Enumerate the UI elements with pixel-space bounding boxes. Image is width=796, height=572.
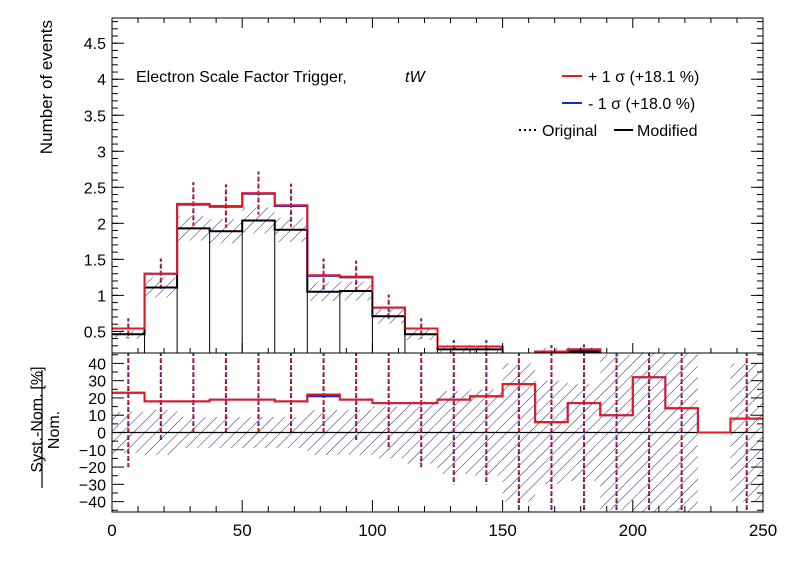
ratio-ytick-label: 40 <box>88 356 106 373</box>
main-ytick-label: 3.5 <box>84 108 106 125</box>
legend-modified-label: Modified <box>637 123 697 140</box>
main-ytick-label: 1.5 <box>84 252 106 269</box>
ratio-ytick-label: −20 <box>79 460 106 477</box>
ratio-ylabel-denominator: Nom. <box>46 411 63 449</box>
ratio-ytick-label: −10 <box>79 443 106 460</box>
main-axes: 0.5 1 1.5 2 2.5 3 3.5 4 4.5 <box>84 18 764 353</box>
ratio-ytick-label: 30 <box>88 374 106 391</box>
ratio-xtick-label: 50 <box>233 521 252 540</box>
legend: + 1 σ (+18.1 %) - 1 σ (+18.0 %) Original… <box>519 69 699 140</box>
main-ytick-label: 2 <box>97 216 106 233</box>
main-ytick-label: 1 <box>97 288 106 305</box>
ratio-xtick-label: 100 <box>358 521 386 540</box>
ratio-series-up <box>112 376 763 434</box>
main-ytick-label: 4.5 <box>84 36 106 53</box>
ratio-histograms <box>112 376 763 434</box>
annotation-sample: tW <box>405 69 426 86</box>
ratio-xtick-label: 200 <box>619 521 647 540</box>
ratio-xtick-label: 250 <box>749 521 777 540</box>
ratio-ylabel-numerator: Syst.-Nom. <box>29 393 46 472</box>
ratio-ytick-label: −30 <box>79 477 106 494</box>
legend-down-label: - 1 σ (+18.0 %) <box>588 96 695 113</box>
ratio-ytick-label: 10 <box>88 408 106 425</box>
ratio-ytick-label: 0 <box>97 426 106 443</box>
main-ytick-label: 3 <box>97 144 106 161</box>
ratio-ylabel-unit: [%] <box>29 366 46 389</box>
ratio-ytick-label: 20 <box>88 391 106 408</box>
main-series-up <box>112 192 602 353</box>
ratio-xtick-label: 150 <box>488 521 516 540</box>
legend-up-label: + 1 σ (+18.1 %) <box>588 69 699 86</box>
legend-original-label: Original <box>542 123 597 140</box>
main-ytick-label: 4 <box>97 72 106 89</box>
main-ytick-label: 0.5 <box>84 324 106 341</box>
annotation-label: Electron Scale Factor Trigger, <box>136 69 347 86</box>
main-y-axis-label: Number of events <box>37 20 56 154</box>
ratio-y-axis-label: Syst.-Nom. Nom. [%] <box>29 366 63 488</box>
ratio-xtick-label: 0 <box>107 521 116 540</box>
ratio-ytick-label: −40 <box>79 495 106 512</box>
ratio-original-dotted <box>127 353 748 512</box>
main-histograms <box>112 192 602 353</box>
main-ytick-label: 2.5 <box>84 180 106 197</box>
